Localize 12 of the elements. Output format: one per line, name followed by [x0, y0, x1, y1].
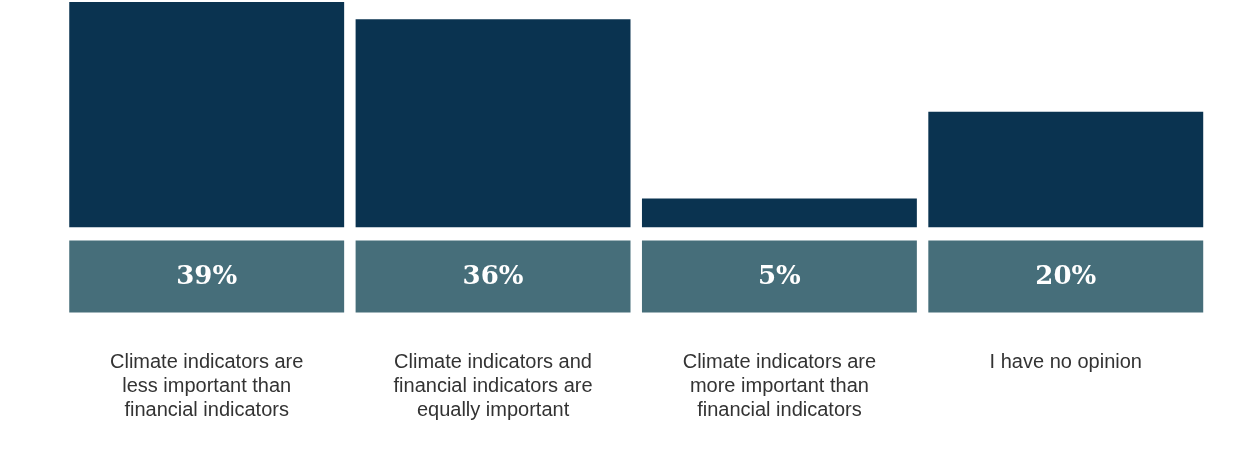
data-label: 39% — [176, 260, 238, 291]
data-label: 36% — [462, 260, 524, 291]
bar — [641, 198, 917, 228]
x-tick-label: I have no opinion — [989, 350, 1142, 373]
x-tick-label: Climate indicators are less important than financial indicators — [109, 350, 304, 421]
data-label: 5% — [758, 260, 802, 291]
x-tick-label: Climate indicators and financial indicators are equally important — [393, 350, 593, 421]
data-label: 20% — [1035, 260, 1097, 291]
bar — [69, 2, 345, 228]
bar — [928, 111, 1204, 228]
bar — [355, 19, 631, 228]
x-tick-label: Climate indicators are more important than financial indicators — [682, 350, 877, 421]
